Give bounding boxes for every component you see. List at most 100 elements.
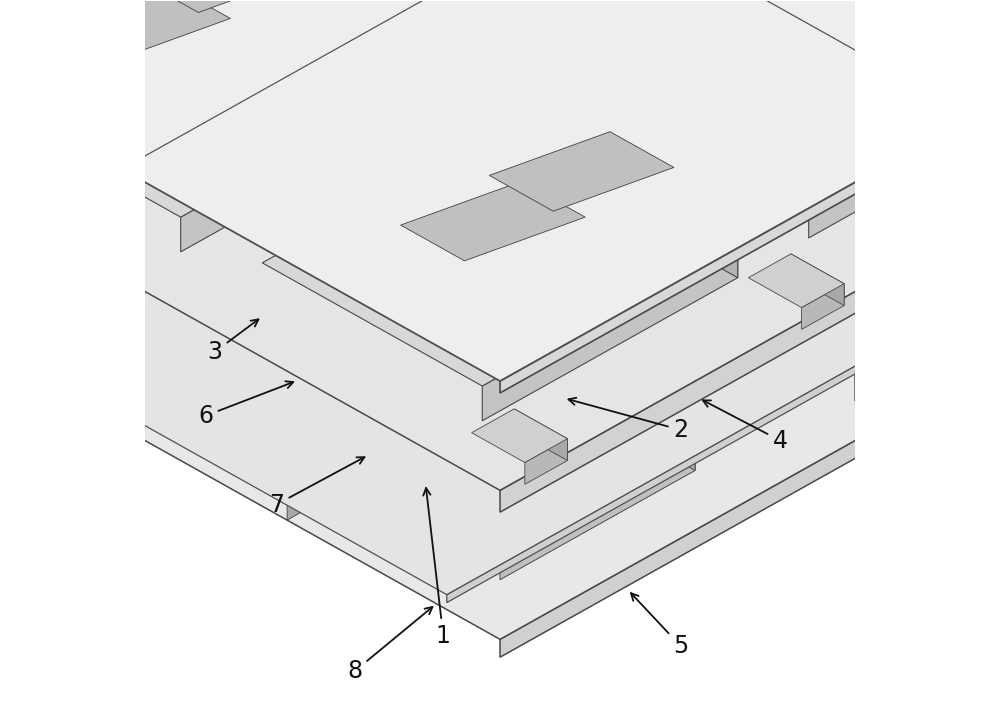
Polygon shape — [358, 113, 553, 222]
Polygon shape — [710, 33, 949, 168]
Polygon shape — [500, 0, 1000, 512]
Polygon shape — [0, 0, 436, 217]
Polygon shape — [259, 1, 365, 68]
Polygon shape — [0, 0, 1000, 594]
Polygon shape — [0, 0, 135, 83]
Polygon shape — [412, 410, 627, 530]
Polygon shape — [287, 0, 763, 34]
Polygon shape — [589, 212, 731, 311]
Polygon shape — [933, 328, 1000, 368]
Polygon shape — [0, 61, 30, 127]
Text: 4: 4 — [703, 400, 788, 453]
Polygon shape — [500, 192, 553, 242]
Polygon shape — [262, 119, 738, 386]
Polygon shape — [809, 60, 1000, 238]
Polygon shape — [0, 0, 1000, 491]
Polygon shape — [525, 439, 567, 484]
Polygon shape — [0, 93, 198, 292]
Text: 1: 1 — [423, 488, 451, 648]
Polygon shape — [507, 0, 763, 69]
Polygon shape — [306, 211, 520, 331]
Polygon shape — [0, 0, 127, 14]
Polygon shape — [110, 0, 1000, 316]
Polygon shape — [340, 351, 695, 550]
Polygon shape — [560, 169, 667, 237]
Polygon shape — [323, 4, 518, 143]
Polygon shape — [518, 119, 738, 278]
Polygon shape — [766, 0, 926, 103]
Polygon shape — [500, 0, 1000, 393]
Polygon shape — [82, 47, 321, 181]
Polygon shape — [411, 113, 553, 212]
Polygon shape — [181, 14, 376, 123]
Polygon shape — [287, 423, 411, 520]
Polygon shape — [0, 0, 127, 123]
Polygon shape — [482, 243, 738, 421]
Polygon shape — [447, 0, 1000, 603]
Polygon shape — [394, 242, 589, 381]
Polygon shape — [767, 231, 982, 351]
Polygon shape — [135, 0, 319, 13]
Polygon shape — [535, 212, 731, 321]
Polygon shape — [535, 351, 695, 471]
Polygon shape — [429, 153, 589, 272]
Polygon shape — [181, 0, 1000, 341]
Polygon shape — [643, 42, 857, 163]
Polygon shape — [500, 0, 1000, 657]
Text: 6: 6 — [198, 381, 293, 428]
Polygon shape — [731, 73, 926, 212]
Polygon shape — [791, 254, 844, 306]
Polygon shape — [844, 0, 1000, 95]
Polygon shape — [234, 14, 376, 113]
Polygon shape — [3, 182, 198, 321]
Polygon shape — [0, 0, 135, 48]
Polygon shape — [975, 328, 1000, 362]
Polygon shape — [383, 216, 623, 351]
Polygon shape — [961, 4, 1000, 202]
Polygon shape — [837, 0, 1000, 14]
Polygon shape — [39, 93, 198, 212]
Polygon shape — [252, 403, 411, 492]
Polygon shape — [3, 0, 198, 23]
Text: 5: 5 — [631, 593, 689, 658]
Polygon shape — [514, 409, 567, 461]
Text: 3: 3 — [207, 319, 258, 364]
Polygon shape — [181, 74, 436, 252]
Polygon shape — [961, 344, 1000, 386]
Polygon shape — [915, 0, 1000, 21]
Polygon shape — [145, 0, 198, 43]
Polygon shape — [269, 353, 429, 443]
Polygon shape — [677, 292, 731, 341]
Polygon shape — [571, 0, 926, 182]
Polygon shape — [46, 0, 230, 62]
Polygon shape — [855, 262, 1000, 401]
Polygon shape — [748, 254, 844, 308]
Text: 7: 7 — [269, 457, 365, 516]
Polygon shape — [305, 373, 429, 471]
Polygon shape — [489, 132, 674, 211]
Polygon shape — [0, 0, 127, 93]
Polygon shape — [163, 0, 518, 113]
Text: 2: 2 — [568, 397, 688, 442]
Polygon shape — [56, 0, 198, 14]
Polygon shape — [890, 173, 1000, 292]
Polygon shape — [0, 0, 1000, 639]
Polygon shape — [323, 93, 376, 143]
Polygon shape — [0, 0, 20, 13]
Polygon shape — [997, 0, 1000, 43]
Text: 8: 8 — [347, 607, 432, 683]
Polygon shape — [358, 0, 518, 33]
Polygon shape — [0, 0, 1000, 381]
Polygon shape — [234, 153, 589, 351]
Polygon shape — [589, 0, 1000, 203]
Polygon shape — [472, 409, 567, 463]
Polygon shape — [216, 0, 436, 109]
Polygon shape — [0, 151, 130, 272]
Polygon shape — [0, 0, 59, 73]
Polygon shape — [887, 0, 993, 54]
Polygon shape — [695, 173, 1000, 371]
Polygon shape — [235, 0, 449, 93]
Polygon shape — [401, 181, 585, 261]
Polygon shape — [802, 284, 844, 329]
Polygon shape — [500, 441, 695, 579]
